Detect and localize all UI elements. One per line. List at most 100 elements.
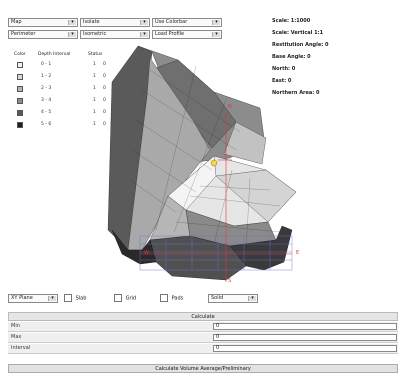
legend-row: 5 - 6 1 0 bbox=[17, 122, 109, 129]
colorbar-select[interactable]: Use Colorbar ▾ bbox=[152, 18, 222, 27]
legend-value: 0 bbox=[103, 62, 106, 67]
info-line: Scale: Vertical 1:1 bbox=[272, 30, 324, 36]
legend-swatch bbox=[17, 122, 23, 128]
calculate-button[interactable]: Calculate Volume Average/Preliminary bbox=[8, 364, 398, 373]
isometric-select[interactable]: Isometric ▾ bbox=[80, 30, 150, 39]
perimeter-select[interactable]: Perimeter ▾ bbox=[8, 30, 78, 39]
slab-checkbox-group[interactable]: Slab bbox=[64, 294, 86, 302]
plane-select[interactable]: XY Plane ▾ bbox=[8, 294, 58, 303]
legend-interval: 2 - 3 bbox=[41, 86, 52, 91]
legend-interval: 4 - 5 bbox=[41, 110, 52, 115]
legend-count: 1 bbox=[93, 98, 96, 103]
legend-value: 0 bbox=[103, 110, 106, 115]
legend-count: 1 bbox=[93, 86, 96, 91]
min-label: Min bbox=[11, 323, 20, 329]
terrain-face bbox=[111, 229, 157, 265]
south-label: S bbox=[228, 278, 232, 284]
grid-checkbox-group[interactable]: Grid bbox=[114, 294, 136, 302]
legend-swatch bbox=[17, 86, 23, 92]
legend-interval: 5 - 6 bbox=[41, 122, 52, 127]
legend-row: 4 - 5 1 0 bbox=[17, 110, 109, 117]
load-profile-select-value: Load Profile bbox=[155, 31, 185, 37]
chevron-down-icon: ▾ bbox=[48, 296, 56, 301]
legend-swatch bbox=[17, 98, 23, 104]
terrain-face bbox=[229, 225, 293, 271]
legend-row: 0 - 1 1 0 bbox=[17, 62, 109, 69]
legend-row: 3 - 4 1 0 bbox=[17, 98, 109, 105]
isometric-select-value: Isometric bbox=[83, 31, 107, 37]
slab-label: Slab bbox=[75, 295, 87, 302]
grid-label: Grid bbox=[125, 295, 137, 302]
terrain-face bbox=[167, 155, 217, 211]
terrain-face bbox=[215, 169, 297, 223]
legend-interval: 3 - 4 bbox=[41, 98, 52, 103]
pads-label: Pads bbox=[171, 295, 184, 302]
mesh-lines bbox=[129, 65, 281, 253]
legend-swatch bbox=[17, 74, 23, 80]
perimeter-select-value: Perimeter bbox=[11, 31, 36, 37]
panel-row: Interval 0 bbox=[8, 344, 398, 354]
chevron-down-icon: ▾ bbox=[68, 20, 76, 25]
terrain-face bbox=[127, 57, 211, 251]
interval-input[interactable]: 0 bbox=[213, 345, 397, 352]
info-line: Restitution Angle: 0 bbox=[272, 42, 329, 48]
max-label: Max bbox=[11, 334, 22, 340]
chevron-down-icon: ▾ bbox=[248, 296, 256, 301]
west-label: W bbox=[144, 250, 149, 256]
pads-checkbox-group[interactable]: Pads bbox=[160, 294, 183, 302]
axis-markers bbox=[140, 112, 292, 282]
legend-header-status: Status bbox=[88, 52, 103, 57]
map-select-value: Map bbox=[11, 19, 22, 25]
panel-row: Min 0 bbox=[8, 322, 398, 332]
info-line: Base Angle: 0 bbox=[272, 54, 311, 60]
panel-row: Max 0 bbox=[8, 333, 398, 343]
north-label: N bbox=[228, 104, 232, 110]
selected-point-marker[interactable] bbox=[210, 159, 218, 167]
checkbox[interactable] bbox=[160, 294, 168, 302]
info-line: Scale: 1:1000 bbox=[272, 18, 311, 24]
legend-count: 1 bbox=[93, 110, 96, 115]
east-label: E bbox=[296, 250, 300, 256]
chevron-down-icon: ▾ bbox=[140, 32, 148, 37]
style-select-value: Solid bbox=[211, 295, 224, 301]
terrain-face bbox=[185, 209, 277, 247]
info-line: East: 0 bbox=[272, 78, 292, 84]
terrain-face bbox=[223, 121, 267, 165]
terrain-face bbox=[107, 45, 153, 251]
chevron-down-icon: ▾ bbox=[212, 32, 220, 37]
chevron-down-icon: ▾ bbox=[140, 20, 148, 25]
legend-row: 2 - 3 1 0 bbox=[17, 86, 109, 93]
style-select[interactable]: Solid ▾ bbox=[208, 294, 258, 303]
legend-header-color: Color bbox=[14, 52, 26, 57]
legend-value: 0 bbox=[103, 98, 106, 103]
interval-label: Interval bbox=[11, 345, 31, 351]
calculate-panel-header: Calculate bbox=[8, 312, 398, 321]
plane-select-value: XY Plane bbox=[11, 295, 33, 301]
legend-swatch bbox=[17, 62, 23, 68]
info-line: North: 0 bbox=[272, 66, 296, 72]
terrain-face bbox=[137, 45, 265, 163]
legend-header-interval: Depth Interval bbox=[38, 52, 71, 57]
reference-grid bbox=[139, 235, 293, 271]
map-select[interactable]: Map ▾ bbox=[8, 18, 78, 27]
checkbox[interactable] bbox=[114, 294, 122, 302]
legend-value: 0 bbox=[103, 86, 106, 91]
checkbox[interactable] bbox=[64, 294, 72, 302]
isolate-select-value: Isolate bbox=[83, 19, 100, 25]
legend-row: 1 - 2 1 0 bbox=[17, 74, 109, 81]
legend-value: 0 bbox=[103, 74, 106, 79]
legend-interval: 1 - 2 bbox=[41, 74, 52, 79]
legend-value: 0 bbox=[103, 122, 106, 127]
info-line: Northern Area: 0 bbox=[272, 90, 320, 96]
legend-count: 1 bbox=[93, 74, 96, 79]
legend-swatch bbox=[17, 110, 23, 116]
isolate-select[interactable]: Isolate ▾ bbox=[80, 18, 150, 27]
load-profile-select[interactable]: Load Profile ▾ bbox=[152, 30, 222, 39]
max-input[interactable]: 0 bbox=[213, 334, 397, 341]
terrain-face bbox=[167, 155, 297, 227]
legend-count: 1 bbox=[93, 122, 96, 127]
chevron-down-icon: ▾ bbox=[212, 20, 220, 25]
legend-count: 1 bbox=[93, 62, 96, 67]
terrain-face bbox=[149, 235, 247, 281]
min-input[interactable]: 0 bbox=[213, 323, 397, 330]
